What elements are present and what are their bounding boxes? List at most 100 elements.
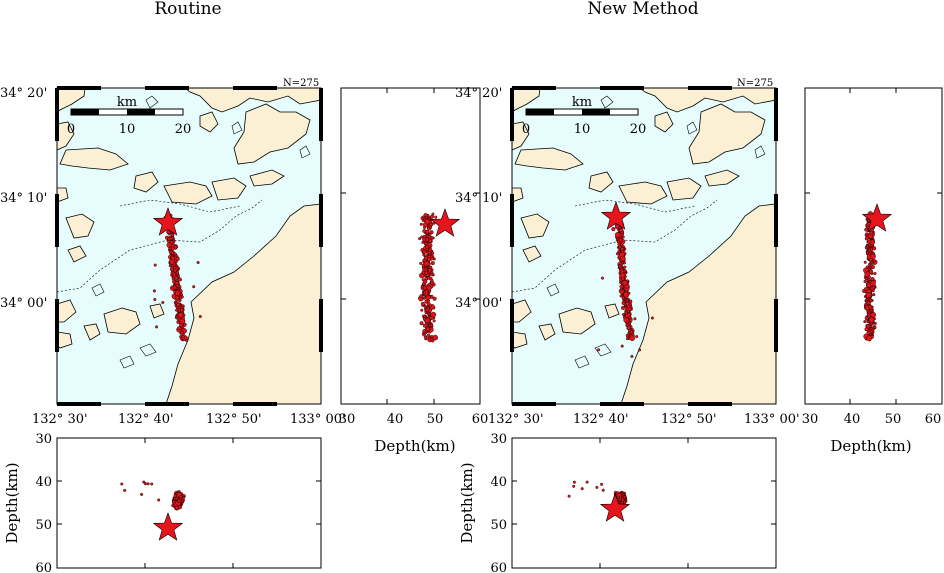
bottom-depth-section-routine: 30 40 50 60 Depth(km) xyxy=(3,432,322,573)
depth-tick: 40 xyxy=(490,475,507,490)
earthquake-dot xyxy=(619,227,624,232)
event-count: N=275 xyxy=(283,78,319,89)
earthquake-dot xyxy=(150,482,154,486)
earthquake-dot xyxy=(619,284,624,289)
coastline-details xyxy=(546,95,766,369)
earthquake-dot xyxy=(620,344,624,348)
earthquake-dot xyxy=(626,309,630,313)
lat-label: 34° 10' xyxy=(455,191,502,206)
earthquake-dot xyxy=(626,304,631,309)
earthquake-dot xyxy=(424,274,428,278)
earthquake-dot xyxy=(418,237,422,241)
earthquake-dot xyxy=(180,337,184,341)
earthquake-dot xyxy=(424,266,428,270)
earthquake-dot xyxy=(870,280,876,287)
scale-bar: km 0 10 20 xyxy=(67,95,191,137)
earthquake-dot xyxy=(175,257,180,262)
depth-axis-label: Depth(km) xyxy=(374,437,455,455)
earthquake-dot xyxy=(196,261,200,265)
earthquake-dot xyxy=(601,488,605,492)
map-routine: km 0 10 20 34° 20' 34° 10' 34° 00' 132° … xyxy=(0,86,346,427)
earthquake-dot xyxy=(430,278,434,282)
earthquake-dot xyxy=(567,494,571,498)
earthquake-dot xyxy=(428,312,432,316)
lon-label: 132° 40' xyxy=(573,412,629,427)
earthquake-dot xyxy=(169,267,174,272)
depth-tick: 50 xyxy=(35,518,52,533)
earthquake-dot xyxy=(422,323,427,328)
earthquake-dot xyxy=(171,277,175,281)
earthquake-dot xyxy=(173,252,177,256)
earthquake-dot xyxy=(623,317,630,323)
depth-axis-label: Depth(km) xyxy=(458,462,476,543)
panel-routine: Routine N=275 xyxy=(0,0,488,573)
earthquake-dot xyxy=(424,256,429,261)
map-frame xyxy=(510,86,778,406)
earthquake-dot xyxy=(423,305,427,309)
earthquake-dot xyxy=(623,265,627,269)
earthquake-dot xyxy=(617,495,621,499)
earthquake-dot xyxy=(617,249,621,253)
earthquake-dot xyxy=(873,326,877,330)
earthquake-dot xyxy=(171,264,175,268)
earthquake-dot xyxy=(431,236,435,240)
depth-tick: 60 xyxy=(472,412,489,427)
earthquake-dot xyxy=(198,315,202,319)
lat-label: 34° 00' xyxy=(0,296,47,311)
earthquake-dot xyxy=(638,348,642,352)
lon-label: 132° 50' xyxy=(661,412,717,427)
earthquake-dot xyxy=(863,280,867,284)
earthquake-dot xyxy=(422,285,427,290)
earthquake-dot xyxy=(626,337,630,341)
earthquake-dot xyxy=(600,482,604,486)
side-depth-section-new-method: 30 40 50 60 Depth(km) xyxy=(802,87,943,455)
earthquake-dot xyxy=(866,225,870,229)
earthquake-dot xyxy=(867,248,871,252)
bottom-depth-section-new-method: 30 40 50 60 Depth(km) xyxy=(458,432,777,573)
earthquake-dot xyxy=(170,256,175,261)
lat-label: 34° 20' xyxy=(455,86,502,101)
mainshock-star xyxy=(600,201,632,230)
earthquake-dot xyxy=(170,236,174,240)
event-count: N=275 xyxy=(737,78,773,89)
earthquake-dot xyxy=(176,326,181,331)
depth-tick: 40 xyxy=(35,475,52,490)
earthquake-dot xyxy=(620,246,625,251)
earthquake-dot xyxy=(864,236,869,241)
earthquake-dot xyxy=(619,294,623,298)
bathymetry-contour xyxy=(511,199,718,293)
mainshock-star xyxy=(429,208,461,237)
earthquake-dot xyxy=(185,338,189,342)
lon-label: 133° 00' xyxy=(744,412,800,427)
lat-label: 34° 00' xyxy=(455,296,502,311)
earthquake-dot xyxy=(171,251,175,255)
lon-label: 132° 30' xyxy=(32,412,88,427)
depth-tick: 50 xyxy=(885,412,902,427)
earthquake-dot xyxy=(867,315,871,319)
earthquake-dot xyxy=(420,301,425,306)
earthquake-dot xyxy=(572,484,576,488)
earthquake-dot xyxy=(177,308,181,312)
earthquake-dot xyxy=(869,299,873,303)
earthquake-dot xyxy=(422,291,426,295)
earthquake-dot xyxy=(152,289,156,293)
earthquake-dot xyxy=(143,482,147,486)
earthquake-dot xyxy=(425,237,430,242)
land-area xyxy=(511,87,777,405)
earthquake-dot xyxy=(864,327,869,332)
earthquake-dot xyxy=(865,292,872,298)
earthquake-dot xyxy=(595,485,599,489)
earthquake-dot xyxy=(866,245,870,249)
earthquake-dot xyxy=(428,304,432,308)
earthquake-dot xyxy=(630,328,634,332)
lon-label: 132° 50' xyxy=(206,412,262,427)
earthquake-dot xyxy=(870,287,874,291)
earthquake-dot xyxy=(429,214,434,219)
earthquake-dot xyxy=(434,215,438,219)
earthquake-dot xyxy=(425,247,429,251)
earthquake-dot xyxy=(621,235,625,239)
earthquake-dot xyxy=(169,246,173,250)
earthquake-dot xyxy=(623,291,629,298)
earthquake-dot xyxy=(619,238,624,243)
earthquake-dot xyxy=(650,316,654,320)
